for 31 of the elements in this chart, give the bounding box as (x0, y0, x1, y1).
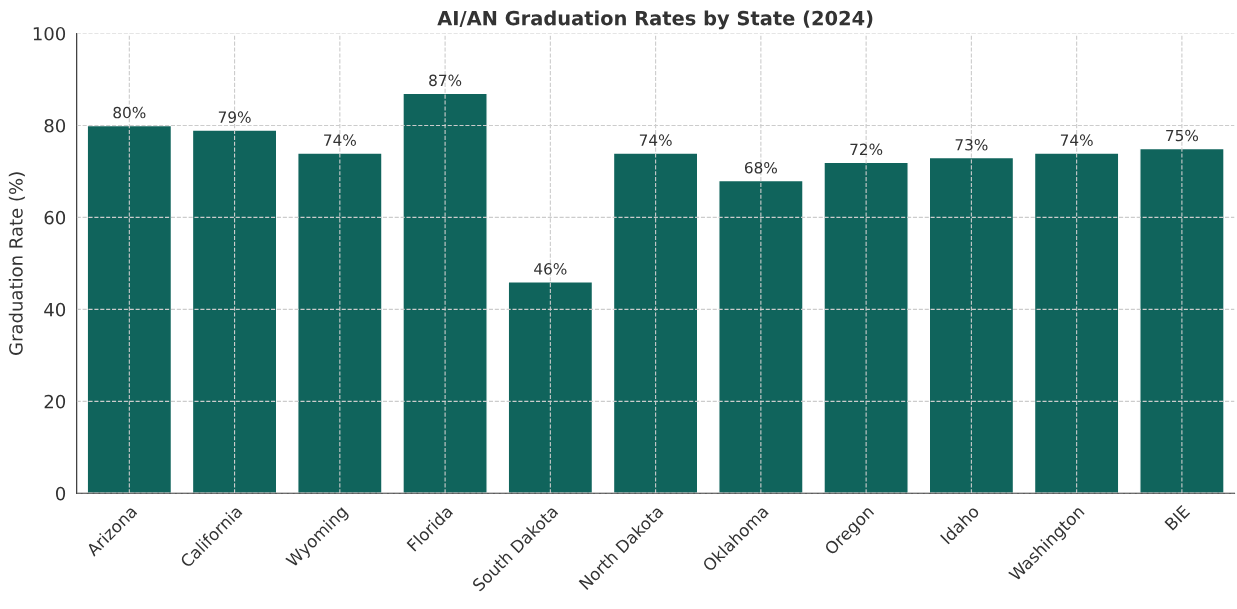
bar (718, 179, 804, 494)
x-tick-label: BIE (1164, 504, 1191, 531)
bar (1033, 152, 1120, 494)
bar (402, 92, 488, 494)
y-tick-label: 100 (33, 26, 66, 41)
y-tick-label: 0 (55, 486, 66, 501)
bar (928, 156, 1015, 494)
data-label: 87% (429, 74, 462, 87)
data-label: 68% (744, 161, 777, 174)
data-label: 46% (534, 263, 567, 275)
y-tick-label: 60 (44, 210, 66, 225)
bar (612, 152, 699, 494)
data-label: 75% (1166, 129, 1199, 142)
y-axis-title: Graduation Rate (%) (8, 172, 25, 355)
data-label: 74% (1060, 134, 1093, 146)
y-tick-label: 20 (44, 394, 66, 409)
bar (297, 152, 383, 494)
y-tick-label: 40 (44, 302, 66, 317)
data-label: 74% (324, 134, 356, 146)
bar (191, 129, 278, 494)
data-label: 73% (955, 138, 988, 151)
bar (86, 124, 173, 494)
bar (1139, 147, 1225, 494)
data-label: 72% (850, 143, 883, 156)
y-tick-label: 80 (44, 118, 66, 133)
data-label: 74% (639, 134, 672, 146)
data-label: 80% (113, 106, 146, 119)
data-label: 79% (218, 111, 251, 123)
chart-title: AI/AN Graduation Rates by State (2024) (437, 10, 873, 30)
bar (823, 161, 909, 494)
bar (507, 281, 594, 494)
